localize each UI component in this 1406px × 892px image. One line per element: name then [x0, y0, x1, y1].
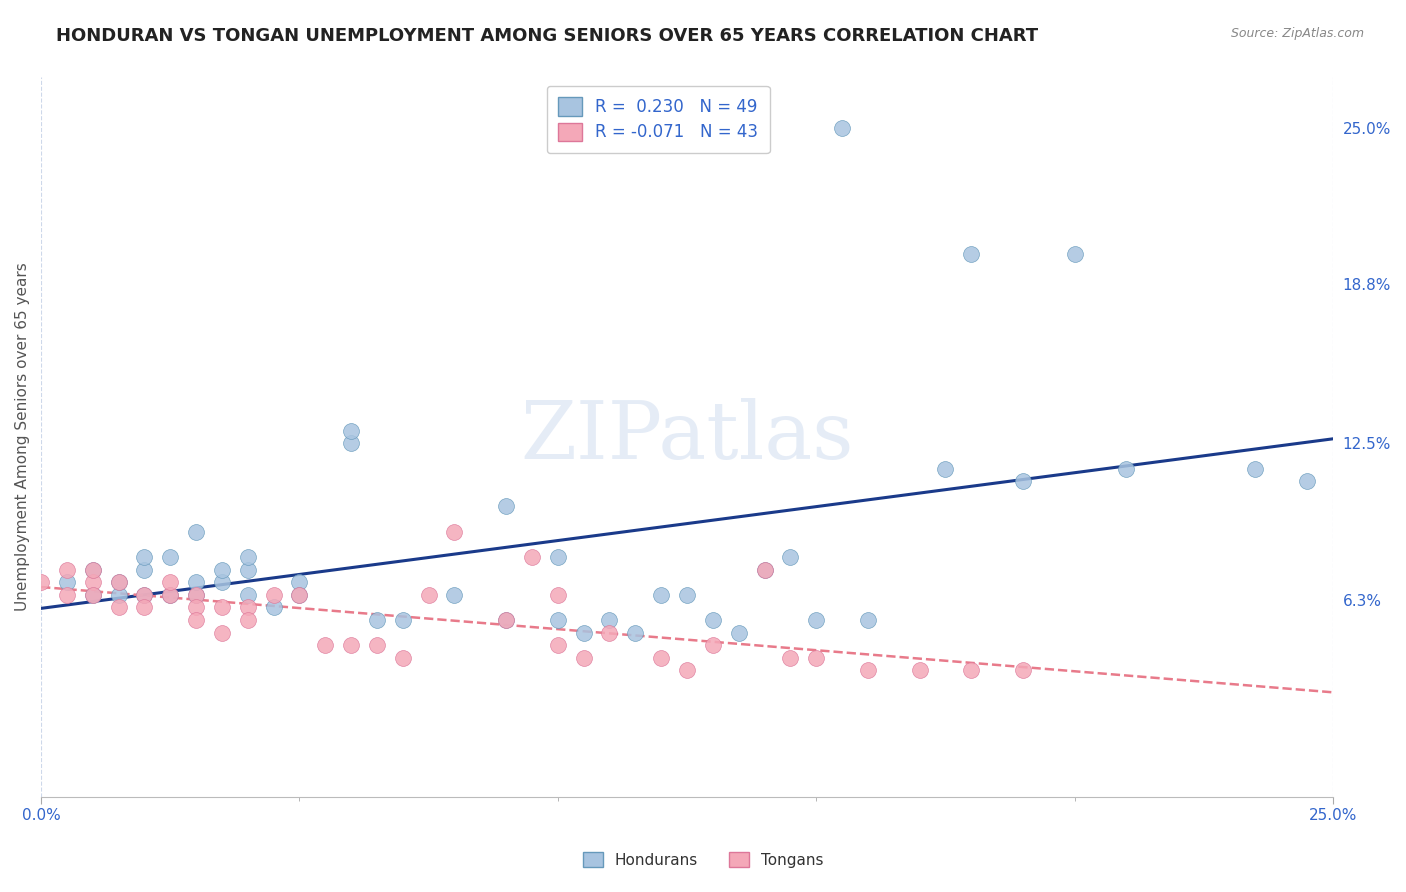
Point [598, 613, 620, 627]
Point [184, 613, 207, 627]
Point [211, 575, 233, 590]
Text: Source: ZipAtlas.com: Source: ZipAtlas.com [1230, 27, 1364, 40]
Point [211, 563, 233, 577]
Point [56, 575, 79, 590]
Point [1012, 664, 1035, 678]
Point [30, 575, 52, 590]
Point [159, 549, 181, 564]
Point [1296, 474, 1319, 488]
Point [184, 524, 207, 539]
Point [56, 563, 79, 577]
Point [82, 575, 104, 590]
Point [806, 651, 828, 665]
Point [184, 600, 207, 615]
Point [340, 638, 363, 652]
Point [547, 588, 569, 602]
Point [1063, 247, 1085, 261]
Point [754, 563, 776, 577]
Point [443, 524, 465, 539]
Point [366, 638, 388, 652]
Point [572, 625, 595, 640]
Point [211, 625, 233, 640]
Point [391, 613, 413, 627]
Point [520, 549, 543, 564]
Point [134, 563, 156, 577]
Point [547, 549, 569, 564]
Point [495, 500, 517, 514]
Point [184, 588, 207, 602]
Point [134, 549, 156, 564]
Point [934, 461, 956, 475]
Point [702, 638, 724, 652]
Point [702, 613, 724, 627]
Point [676, 588, 699, 602]
Point [288, 575, 311, 590]
Point [82, 563, 104, 577]
Point [1115, 461, 1137, 475]
Point [263, 588, 285, 602]
Point [572, 651, 595, 665]
Text: ZIPatlas: ZIPatlas [520, 398, 853, 476]
Point [806, 613, 828, 627]
Point [908, 664, 931, 678]
Point [134, 588, 156, 602]
Point [56, 588, 79, 602]
Point [236, 563, 259, 577]
Point [547, 613, 569, 627]
Point [159, 575, 181, 590]
Point [1244, 461, 1267, 475]
Point [366, 613, 388, 627]
Point [263, 600, 285, 615]
Point [391, 651, 413, 665]
Point [134, 600, 156, 615]
Point [779, 651, 801, 665]
Point [236, 588, 259, 602]
Point [107, 588, 129, 602]
Point [856, 664, 879, 678]
Point [314, 638, 336, 652]
Point [184, 575, 207, 590]
Text: HONDURAN VS TONGAN UNEMPLOYMENT AMONG SENIORS OVER 65 YEARS CORRELATION CHART: HONDURAN VS TONGAN UNEMPLOYMENT AMONG SE… [56, 27, 1039, 45]
Point [598, 625, 620, 640]
Point [107, 575, 129, 590]
Point [418, 588, 440, 602]
Point [184, 588, 207, 602]
Point [288, 588, 311, 602]
Point [650, 588, 672, 602]
Point [134, 588, 156, 602]
Y-axis label: Unemployment Among Seniors over 65 years: Unemployment Among Seniors over 65 years [15, 262, 30, 611]
Point [754, 563, 776, 577]
Point [676, 664, 699, 678]
Point [624, 625, 647, 640]
Point [495, 613, 517, 627]
Point [159, 588, 181, 602]
Point [1012, 474, 1035, 488]
Point [960, 247, 983, 261]
Point [779, 549, 801, 564]
Point [82, 563, 104, 577]
Point [650, 651, 672, 665]
Point [340, 424, 363, 438]
Point [443, 588, 465, 602]
Point [288, 588, 311, 602]
Point [340, 436, 363, 450]
Point [236, 613, 259, 627]
Legend: R =  0.230   N = 49, R = -0.071   N = 43: R = 0.230 N = 49, R = -0.071 N = 43 [547, 86, 769, 153]
Point [960, 664, 983, 678]
Point [547, 638, 569, 652]
Point [856, 613, 879, 627]
Point [236, 549, 259, 564]
Point [82, 588, 104, 602]
Legend: Hondurans, Tongans: Hondurans, Tongans [576, 846, 830, 873]
Point [495, 613, 517, 627]
Point [107, 600, 129, 615]
Point [159, 588, 181, 602]
Point [211, 600, 233, 615]
Point [236, 600, 259, 615]
Point [831, 120, 853, 135]
Point [727, 625, 749, 640]
Point [107, 575, 129, 590]
Point [82, 588, 104, 602]
